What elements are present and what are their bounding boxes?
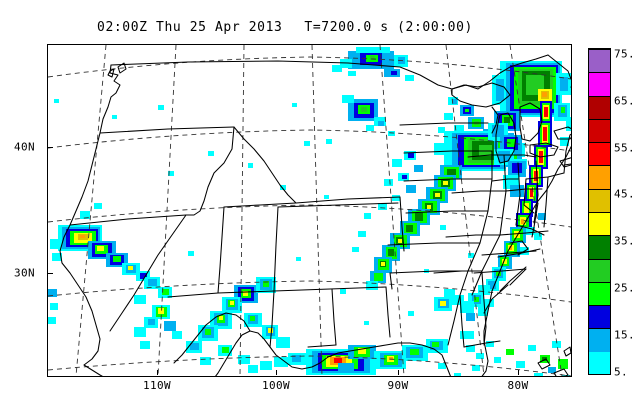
colorbar-cell-8 bbox=[589, 165, 610, 189]
colorbar-cell-2 bbox=[589, 305, 610, 329]
echo-plains-scattered bbox=[352, 151, 423, 252]
colorbar-cell-1 bbox=[589, 328, 610, 352]
plot-title: 02:00Z Thu 25 Apr 2013 T=7200.0 s (2:00:0… bbox=[0, 20, 570, 35]
echo-montana-wyoming bbox=[326, 95, 395, 144]
colorbar-label-25: 25. bbox=[614, 281, 636, 295]
colorbar-label-55: 55. bbox=[614, 141, 636, 155]
y-tick-label-30n: 30N bbox=[14, 266, 36, 280]
colorbar-cell-9 bbox=[589, 142, 610, 166]
map-outlines bbox=[59, 54, 571, 376]
echo-scattered-misc bbox=[54, 99, 474, 325]
map-panel[interactable] bbox=[47, 44, 572, 377]
echo-nevada-utah bbox=[134, 277, 182, 349]
x-tick-mark-100w bbox=[276, 370, 277, 375]
colorbar-label-75: 75. bbox=[614, 47, 636, 61]
y-tick-mark-30n bbox=[48, 273, 53, 274]
echo-southwest bbox=[186, 277, 290, 365]
y-tick-mark-40n bbox=[48, 147, 53, 148]
colorbar-cell-3 bbox=[589, 281, 610, 306]
echo-northern-plains bbox=[332, 47, 414, 81]
colorbar-cell-11 bbox=[589, 95, 610, 119]
colorbar-cell-5 bbox=[589, 235, 610, 259]
x-tick-label-100w: 100W bbox=[261, 379, 291, 392]
colorbar-cell-12 bbox=[589, 72, 610, 96]
colorbar-label-35: 35. bbox=[614, 234, 636, 248]
reflectivity-colorbar[interactable] bbox=[588, 48, 611, 375]
colorbar-cell-10 bbox=[589, 118, 610, 143]
colorbar-cell-13 bbox=[589, 49, 610, 73]
colorbar-label-65: 65. bbox=[614, 94, 636, 108]
plot-title-forecast-time: T=7200.0 s (2:00:00) bbox=[304, 20, 473, 35]
echo-california bbox=[48, 203, 150, 324]
colorbar-label-15: 15. bbox=[614, 328, 636, 342]
colorbar-cell-4 bbox=[589, 258, 610, 282]
x-tick-mark-110w bbox=[157, 370, 158, 375]
colorbar-label-5: 5. bbox=[614, 365, 629, 379]
echo-southeast bbox=[434, 289, 494, 321]
echo-florida-caribbean bbox=[438, 331, 570, 376]
reflectivity-field bbox=[48, 47, 571, 376]
map-canvas bbox=[48, 45, 571, 376]
x-tick-label-110w: 110W bbox=[142, 379, 172, 392]
x-tick-label-90w: 90W bbox=[387, 379, 409, 392]
x-tick-label-80w: 80W bbox=[507, 379, 529, 392]
colorbar-label-45: 45. bbox=[614, 187, 636, 201]
y-tick-label-40n: 40N bbox=[14, 140, 36, 154]
plot-title-valid-time: 02:00Z Thu 25 Apr 2013 bbox=[97, 20, 283, 35]
x-tick-mark-90w bbox=[398, 370, 399, 375]
colorbar-cell-7 bbox=[589, 188, 610, 213]
echo-iowa-line bbox=[366, 165, 462, 290]
colorbar-cell-6 bbox=[589, 212, 610, 236]
x-tick-mark-80w bbox=[518, 370, 519, 375]
colorbar-cell-0 bbox=[589, 351, 610, 374]
